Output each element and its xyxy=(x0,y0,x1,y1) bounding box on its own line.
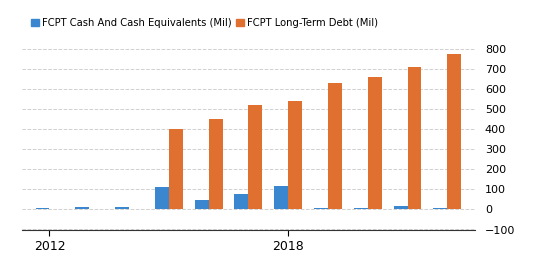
Bar xyxy=(195,200,208,210)
Bar xyxy=(36,208,50,210)
Bar xyxy=(447,54,461,210)
Bar xyxy=(288,101,302,210)
Bar xyxy=(314,208,328,210)
Bar xyxy=(155,187,169,210)
Bar xyxy=(248,105,262,210)
Bar xyxy=(234,194,248,210)
Bar xyxy=(274,186,288,210)
Bar xyxy=(328,83,342,210)
Bar xyxy=(75,207,89,210)
Bar xyxy=(354,208,368,210)
Bar xyxy=(115,207,129,210)
Bar xyxy=(169,129,183,210)
Bar xyxy=(408,67,422,210)
Bar xyxy=(394,206,408,210)
Bar xyxy=(368,77,382,210)
Legend: FCPT Cash And Cash Equivalents (Mil), FCPT Long-Term Debt (Mil): FCPT Cash And Cash Equivalents (Mil), FC… xyxy=(26,14,382,32)
Bar xyxy=(208,119,222,210)
Bar xyxy=(434,208,447,210)
